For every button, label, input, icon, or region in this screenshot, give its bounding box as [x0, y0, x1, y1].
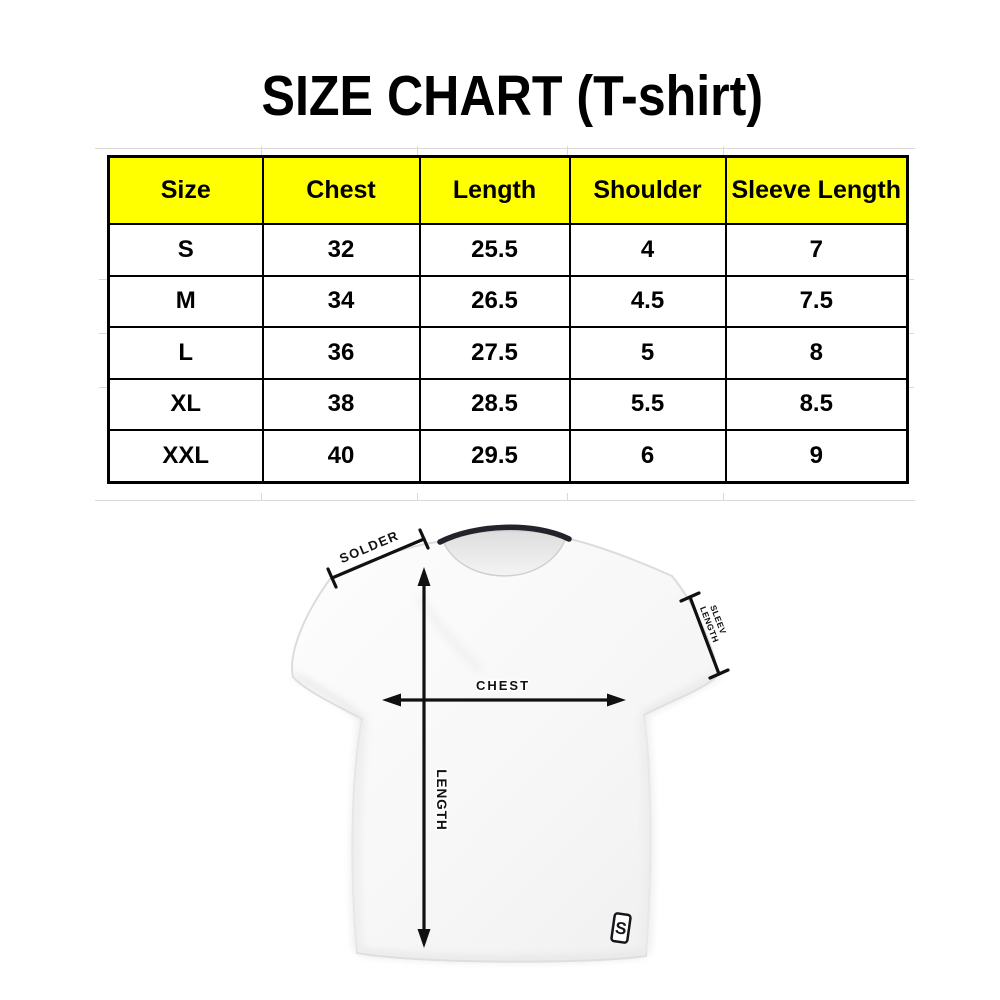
cell-size: L [107, 326, 264, 380]
tshirt-shading [293, 596, 721, 962]
cell-size: XXL [107, 429, 264, 483]
cell-size: XL [107, 377, 264, 431]
gridline-artifact [906, 279, 914, 280]
shoulder-measure-line [326, 528, 430, 589]
gridline-artifact [261, 146, 262, 155]
cell-size: M [107, 274, 264, 328]
gridline-artifact [723, 493, 724, 501]
table-row-s: S 32 25.5 4 7 [107, 223, 909, 277]
length-measure-arrow [417, 567, 431, 948]
gridline-artifact [95, 148, 915, 149]
gridline-artifact [567, 493, 568, 501]
gridline-artifact [99, 279, 107, 280]
collar-band [437, 524, 572, 545]
size-table: Size Chest Length Shoulder Sleeve Length… [107, 155, 909, 484]
tshirt-measurement-diagram: S SOLDER LENGTH CHEST [255, 512, 745, 997]
table-row-l: L 36 27.5 5 8 [107, 326, 909, 380]
gridline-artifact [99, 387, 107, 388]
header-sleeve-length: Sleeve Length [724, 155, 909, 225]
cell-length: 25.5 [418, 223, 571, 277]
cell-length: 27.5 [418, 326, 571, 380]
cell-chest: 36 [261, 326, 421, 380]
gridline-artifact [723, 146, 724, 155]
cell-shoulder: 6 [568, 429, 727, 483]
logo-glyph: S [614, 918, 628, 938]
cell-length: 28.5 [418, 377, 571, 431]
cell-shoulder: 4.5 [568, 274, 727, 328]
cell-length: 26.5 [418, 274, 571, 328]
logo-tag: S [610, 912, 632, 944]
cell-chest: 32 [261, 223, 421, 277]
cell-sleeve-length: 9 [724, 429, 909, 483]
chest-label: CHEST [476, 678, 530, 693]
cell-length: 29.5 [418, 429, 571, 483]
cell-sleeve-length: 7.5 [724, 274, 909, 328]
cell-chest: 40 [261, 429, 421, 483]
gridline-artifact [99, 333, 107, 334]
table-row-xl: XL 38 28.5 5.5 8.5 [107, 377, 909, 431]
cell-sleeve-length: 7 [724, 223, 909, 277]
header-shoulder: Shoulder [568, 155, 727, 225]
header-size: Size [107, 155, 264, 225]
gridline-artifact [567, 146, 568, 155]
gridline-artifact [261, 493, 262, 501]
cell-sleeve-length: 8.5 [724, 377, 909, 431]
gridline-artifact [95, 500, 915, 501]
length-label: LENGTH [434, 769, 449, 831]
sleeve-measure-line [679, 591, 730, 680]
tshirt-graphic: S SOLDER LENGTH CHEST [291, 524, 730, 963]
chest-measure-arrow [382, 693, 626, 707]
cell-shoulder: 4 [568, 223, 727, 277]
page-title: SIZE CHART (T-shirt) [261, 64, 764, 128]
cell-shoulder: 5 [568, 326, 727, 380]
header-chest: Chest [261, 155, 421, 225]
cell-chest: 38 [261, 377, 421, 431]
table-row-m: M 34 26.5 4.5 7.5 [107, 274, 909, 328]
gridline-artifact [417, 146, 418, 155]
gridline-artifact [906, 333, 914, 334]
tshirt-body [291, 529, 720, 963]
cell-size: S [107, 223, 264, 277]
cell-chest: 34 [261, 274, 421, 328]
gridline-artifact [906, 387, 914, 388]
table-row-xxl: XXL 40 29.5 6 9 [107, 429, 909, 483]
table-header-row: Size Chest Length Shoulder Sleeve Length [107, 155, 909, 225]
cell-shoulder: 5.5 [568, 377, 727, 431]
gridline-artifact [417, 493, 418, 501]
header-length: Length [418, 155, 571, 225]
cell-sleeve-length: 8 [724, 326, 909, 380]
